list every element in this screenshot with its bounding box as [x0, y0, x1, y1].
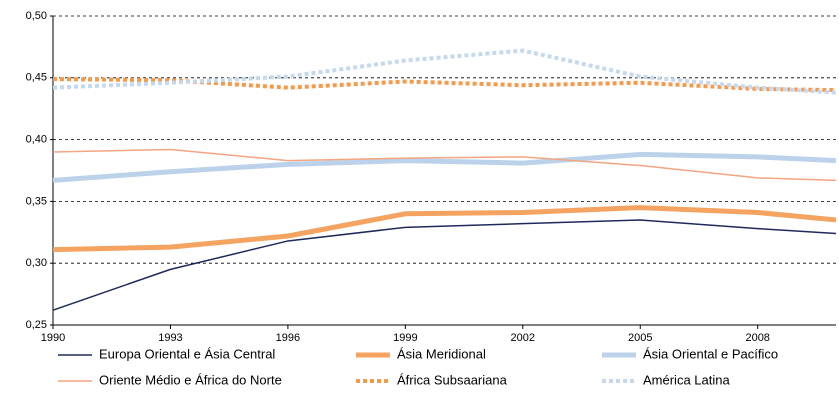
- legend-label: América Latina: [643, 372, 730, 387]
- legend-label: África Subsaariana: [397, 372, 508, 387]
- y-tick-label: 0,40: [26, 134, 47, 146]
- y-tick-label: 0,45: [26, 72, 47, 84]
- legend-label: Oriente Médio e África do Norte: [99, 372, 282, 387]
- x-tick-label: 2005: [628, 332, 652, 344]
- x-tick-label: 1996: [276, 332, 300, 344]
- y-tick-label: 0,30: [26, 257, 47, 269]
- x-tick-label: 1999: [393, 332, 417, 344]
- x-tick-label: 2008: [745, 332, 769, 344]
- legend-label: Ásia Meridional: [397, 346, 486, 361]
- y-tick-label: 0,50: [26, 10, 47, 22]
- legend-label: Europa Oriental e Ásia Central: [99, 346, 275, 361]
- x-tick-label: 1993: [158, 332, 182, 344]
- y-tick-label: 0,35: [26, 195, 47, 207]
- series-line: [52, 219, 837, 311]
- y-tick-label: 0,25: [26, 319, 47, 331]
- series-line: [52, 77, 837, 93]
- series-line: [52, 205, 837, 253]
- series-line: [52, 148, 837, 182]
- x-tick-label: 2002: [511, 332, 535, 344]
- legend-label: Ásia Oriental e Pacífico: [643, 346, 778, 361]
- series-line: [52, 151, 837, 183]
- x-tick-label: 1990: [41, 332, 65, 344]
